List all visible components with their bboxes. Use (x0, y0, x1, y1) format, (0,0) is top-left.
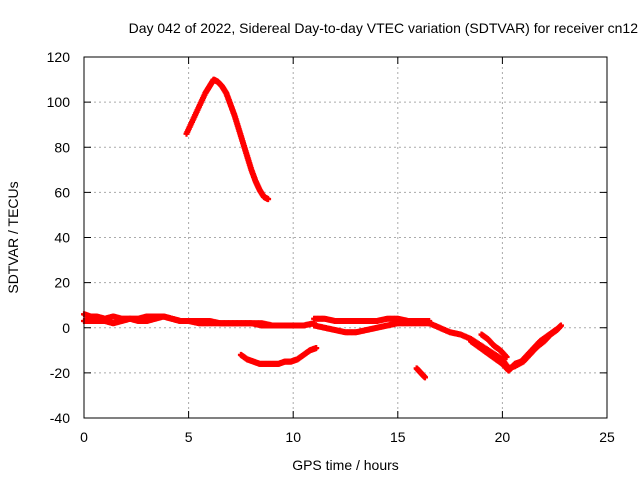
series-arc-high (183, 76, 272, 203)
y-tick-label: 100 (47, 94, 71, 110)
y-tick-label: 120 (47, 49, 71, 65)
x-tick-label: 15 (390, 429, 406, 445)
y-tick-label: 0 (62, 320, 70, 336)
series-baseline-b (81, 313, 307, 329)
data-point (265, 196, 272, 203)
y-tick-labels: -40 -20 0 20 40 60 80 100 120 (47, 49, 71, 426)
x-tick-label: 25 (599, 429, 615, 445)
y-tick-label: -20 (50, 365, 70, 381)
chart-title: Day 042 of 2022, Sidereal Day-to-day VTE… (129, 20, 639, 36)
y-tick-label: 40 (54, 230, 70, 246)
data-point (555, 324, 562, 331)
x-tick-labels: 0 5 10 15 20 25 (80, 429, 615, 445)
x-axis-title: GPS time / hours (292, 457, 399, 473)
x-tick-label: 20 (495, 429, 511, 445)
series-side-streak (478, 331, 510, 361)
data-point (421, 374, 428, 381)
y-tick-label: -40 (50, 410, 70, 426)
series-descend-b (468, 324, 562, 374)
x-tick-label: 5 (185, 429, 193, 445)
series-arc-low (237, 345, 320, 367)
data-point (300, 322, 307, 329)
x-tick-label: 10 (285, 429, 301, 445)
series-baseline-d (311, 320, 433, 336)
series-short-drop (413, 365, 428, 381)
tick-marks (83, 56, 608, 419)
y-tick-label: 80 (54, 139, 70, 155)
data-point (313, 345, 320, 352)
y-tick-label: 20 (54, 275, 70, 291)
y-axis-title: SDTVAR / TECUs (5, 181, 21, 293)
data-points (81, 76, 564, 381)
x-tick-label: 0 (80, 429, 88, 445)
data-point (503, 354, 510, 361)
grid-lines (84, 57, 607, 418)
y-tick-label: 60 (54, 184, 70, 200)
